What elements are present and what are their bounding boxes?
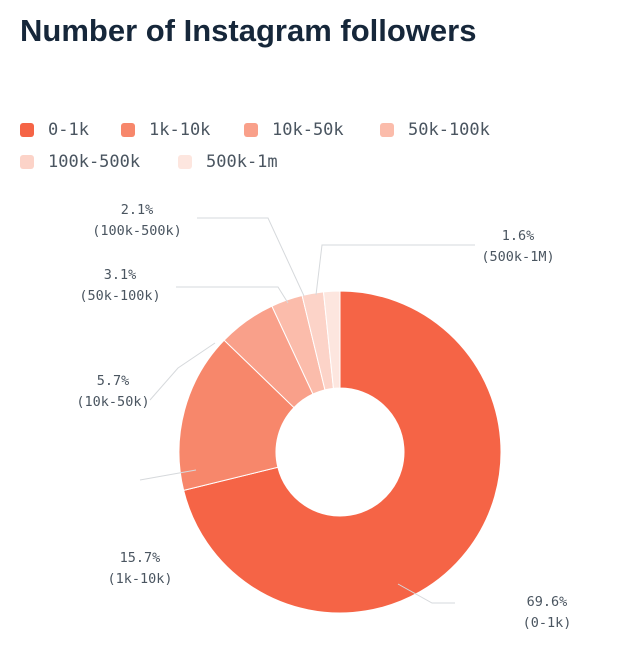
label-leader-lines — [139, 217, 475, 604]
legend-swatch — [244, 123, 258, 137]
data-label-500k-1m-cat: (500k-1M) — [481, 249, 554, 265]
data-label-0-1k-pct: 69.6% — [527, 594, 568, 610]
legend-label: 0-1k — [48, 120, 89, 140]
legend-label: 1k-10k — [149, 120, 211, 140]
donut-slices — [178, 290, 502, 614]
data-label-0-1k-cat: (0-1k) — [523, 615, 572, 631]
legend-label: 100k-500k — [48, 152, 141, 172]
data-label-100k-500k-pct: 2.1% — [121, 202, 154, 218]
data-label-1k-10k-cat: (1k-10k) — [107, 571, 172, 587]
data-label-10k-50k-cat: (10k-50k) — [76, 394, 149, 410]
legend-swatch — [380, 123, 394, 137]
slice-500k-1m — [322, 290, 341, 389]
legend-label: 50k-100k — [408, 120, 490, 140]
legend-swatch — [20, 155, 34, 169]
legend-swatch — [121, 123, 135, 137]
data-label-10k-50k-pct: 5.7% — [97, 373, 130, 389]
leader-line — [197, 217, 305, 297]
chart-title: Number of Instagram followers — [20, 13, 477, 48]
legend-item-10k-50k: 10k-50k — [244, 120, 344, 140]
leader-line — [315, 244, 475, 296]
leader-line — [176, 286, 289, 304]
slice-1k-10k — [178, 339, 295, 492]
data-label-50k-100k-cat: (50k-100k) — [79, 288, 160, 304]
legend-swatch — [178, 155, 192, 169]
legend-label: 500k-1m — [206, 152, 278, 172]
legend-item-0-1k: 0-1k — [20, 120, 89, 140]
legend-swatch — [20, 123, 34, 137]
legend-item-500k-1m: 500k-1m — [178, 152, 278, 172]
leader-line — [139, 469, 197, 481]
leader-line — [149, 342, 216, 401]
slice-0-1k — [183, 290, 502, 614]
legend-item-1k-10k: 1k-10k — [121, 120, 210, 140]
data-label-50k-100k-pct: 3.1% — [104, 267, 137, 283]
data-label-1k-10k-pct: 15.7% — [120, 550, 161, 566]
legend-item-100k-500k: 100k-500k — [20, 152, 140, 172]
data-label-500k-1m-pct: 1.6% — [502, 228, 535, 244]
leader-line — [397, 583, 455, 604]
data-label-100k-500k-cat: (100k-500k) — [92, 223, 181, 239]
legend-item-50k-100k: 50k-100k — [380, 120, 490, 140]
legend-label: 10k-50k — [272, 120, 344, 140]
